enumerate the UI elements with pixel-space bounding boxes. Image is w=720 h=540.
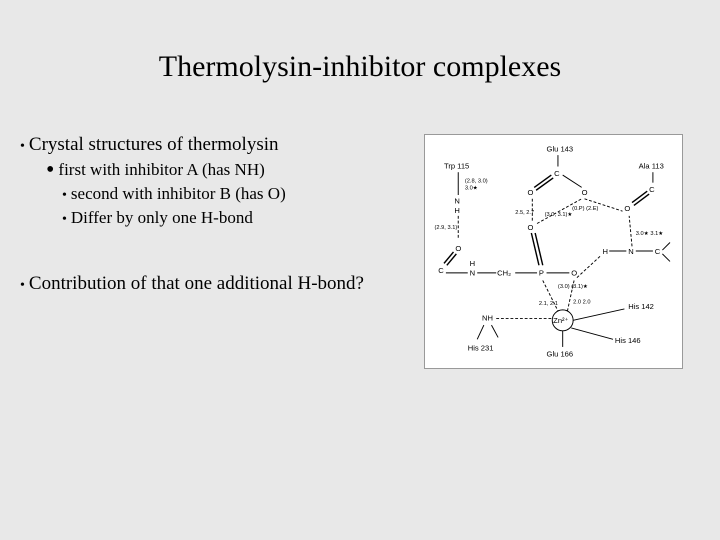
atom-c: C bbox=[439, 266, 445, 275]
atom-nh: NH bbox=[482, 313, 493, 322]
atom-zn: Zn²⁺ bbox=[554, 316, 569, 325]
atom-c: C bbox=[649, 185, 655, 194]
atom-n: N bbox=[629, 247, 634, 256]
bullet-contribution: • Contribution of that one additional H-… bbox=[20, 273, 414, 295]
dist-3: (2.9, 3.1) bbox=[435, 225, 458, 231]
dist-10: 2.0 2.0 bbox=[574, 299, 591, 305]
atom-h: H bbox=[455, 206, 460, 215]
label-his231: His 231 bbox=[468, 344, 494, 353]
atom-o: O bbox=[528, 223, 534, 232]
bullet-text: Contribution of that one additional H-bo… bbox=[29, 273, 364, 295]
diagram-svg: Glu 143 C O O Trp 115 N H (2.8, 3.0) 3.0… bbox=[425, 135, 681, 368]
bullet-level2: • first with inhibitor A (has NH) bbox=[46, 160, 414, 180]
atom-h: H bbox=[603, 247, 608, 256]
label-his142: His 142 bbox=[629, 302, 655, 311]
dist-9: 2.1, 2.1 bbox=[539, 301, 558, 307]
dist-2: 3.0★ bbox=[465, 184, 478, 191]
atom-c: C bbox=[655, 247, 661, 256]
bullet-dot-icon: • bbox=[20, 279, 25, 293]
content-row: • Crystal structures of thermolysin • fi… bbox=[20, 134, 700, 369]
bullet-text: Differ by only one H-bond bbox=[71, 208, 253, 228]
atom-o: O bbox=[528, 188, 534, 197]
bullet-dot-icon: • bbox=[46, 162, 54, 179]
dist-4: 2.5, 2.7 bbox=[516, 210, 535, 216]
label-trp115: Trp 115 bbox=[444, 161, 469, 170]
atom-n: N bbox=[470, 269, 475, 278]
bullet-dot-icon: • bbox=[62, 213, 67, 227]
bullet-text: second with inhibitor B (has O) bbox=[71, 184, 286, 204]
bullet-dot-icon: • bbox=[62, 189, 67, 203]
chemical-diagram: Glu 143 C O O Trp 115 N H (2.8, 3.0) 3.0… bbox=[424, 134, 682, 369]
atom-h: H bbox=[470, 259, 475, 268]
dist-7: 3.0★ 3.1★ bbox=[636, 230, 664, 237]
atom-p: P bbox=[539, 269, 544, 278]
atom-o: O bbox=[582, 188, 588, 197]
dist-6: (0.P) (2.E) bbox=[573, 206, 599, 212]
bullet-level3: • Differ by only one H-bond bbox=[62, 208, 414, 228]
slide-title: Thermolysin-inhibitor complexes bbox=[20, 50, 700, 84]
label-ala113: Ala 113 bbox=[639, 161, 664, 170]
label-his146: His 146 bbox=[615, 336, 641, 345]
atom-ch2: CH₂ bbox=[498, 269, 512, 278]
bullet-text: first with inhibitor A (has NH) bbox=[58, 160, 264, 180]
text-column: • Crystal structures of thermolysin • fi… bbox=[20, 134, 414, 369]
bullet-text: Crystal structures of thermolysin bbox=[29, 134, 279, 156]
atom-o: O bbox=[456, 244, 462, 253]
atom-o: O bbox=[572, 269, 578, 278]
slide: Thermolysin-inhibitor complexes • Crysta… bbox=[0, 0, 720, 540]
bullet-dot-icon: • bbox=[20, 140, 25, 154]
dist-1: (2.8, 3.0) bbox=[465, 179, 488, 185]
bullet-level3: • second with inhibitor B (has O) bbox=[62, 184, 414, 204]
label-glu143: Glu 143 bbox=[547, 144, 574, 153]
atom-n: N bbox=[455, 197, 460, 206]
atom-o: O bbox=[625, 204, 631, 213]
bullet-level1: • Crystal structures of thermolysin bbox=[20, 134, 414, 156]
atom-c: C bbox=[555, 169, 561, 178]
label-glu166: Glu 166 bbox=[547, 349, 574, 358]
